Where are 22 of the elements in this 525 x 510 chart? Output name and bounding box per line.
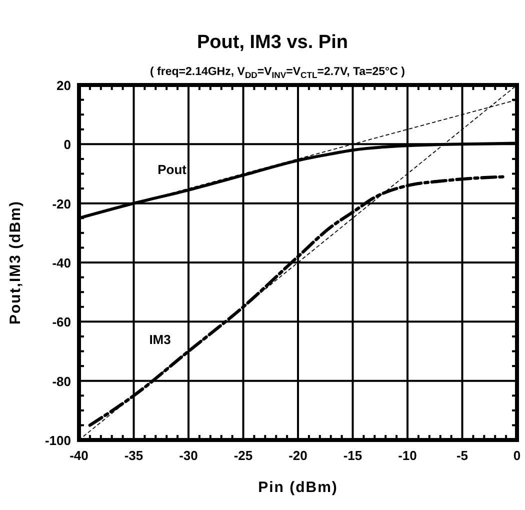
y-tick-label: 20 <box>56 78 71 93</box>
x-tick-label: 0 <box>513 448 521 463</box>
y-tick-label: -40 <box>52 256 71 270</box>
y-tick-label: -20 <box>52 196 71 212</box>
y-tick-label: -60 <box>52 314 71 330</box>
chart-title: Pout, IM3 vs. Pin <box>197 32 348 53</box>
x-tick-label: -5 <box>456 448 468 463</box>
x-tick-label: -40 <box>70 448 88 463</box>
x-tick-label: -30 <box>179 448 198 463</box>
x-axis-title: Pin (dBm) <box>258 479 338 496</box>
y-tick-label: 0 <box>64 137 71 152</box>
chart-subtitle: ( freq=2.14GHz, V$_{DD}$=V$_{INV}$=V$_{CTL}$=2.7V, Ta=25°C ) <box>150 66 406 80</box>
x-tick-label: -25 <box>234 448 253 463</box>
y-tick-label: -80 <box>52 374 71 389</box>
series-label: Pout <box>158 162 188 177</box>
series-label: IM3 <box>149 332 171 347</box>
x-tick-label: -20 <box>288 448 308 463</box>
x-tick-label: -15 <box>343 448 362 463</box>
x-tick-label: -35 <box>124 448 144 463</box>
y-axis-title: Pout,IM3 (dBm) <box>7 200 24 324</box>
x-tick-label: -10 <box>398 448 417 463</box>
y-tick-label: -100 <box>44 433 71 448</box>
